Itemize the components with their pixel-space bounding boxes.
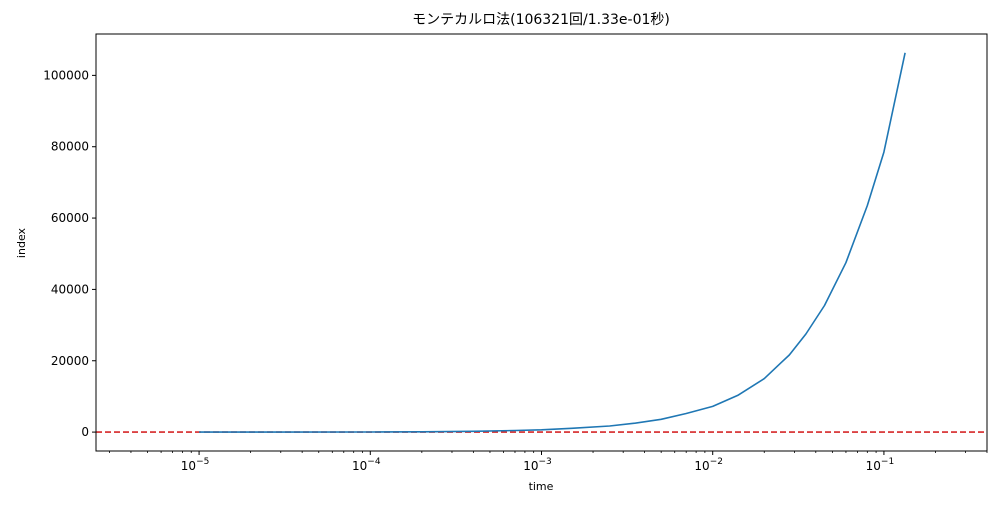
x-tick-label: 10−1 [866, 457, 895, 473]
y-tick-label: 40000 [51, 282, 89, 296]
x-tick-label: 10−2 [694, 457, 723, 473]
y-axis-label: index [15, 227, 28, 258]
y-tick-label: 80000 [51, 140, 89, 154]
x-tick-label: 10−4 [352, 457, 381, 473]
chart-title: モンテカルロ法(106321回/1.33e-01秒) [412, 12, 670, 28]
y-tick-label: 60000 [51, 211, 89, 225]
x-axis-label: time [529, 480, 554, 493]
plot-frame [95, 33, 988, 452]
series [199, 52, 906, 433]
plot-area [96, 34, 987, 451]
y-tick-label: 100000 [43, 68, 89, 82]
series-line [199, 52, 906, 433]
x-tick-label: 10−3 [523, 457, 552, 473]
x-tick-label: 10−5 [181, 457, 210, 473]
y-tick-label: 0 [81, 425, 89, 439]
ticks: 10−5 10−4 10−3 10−2 10−1 0 20000 40000 60000 8000… [43, 68, 988, 473]
y-tick-label: 20000 [51, 354, 89, 368]
